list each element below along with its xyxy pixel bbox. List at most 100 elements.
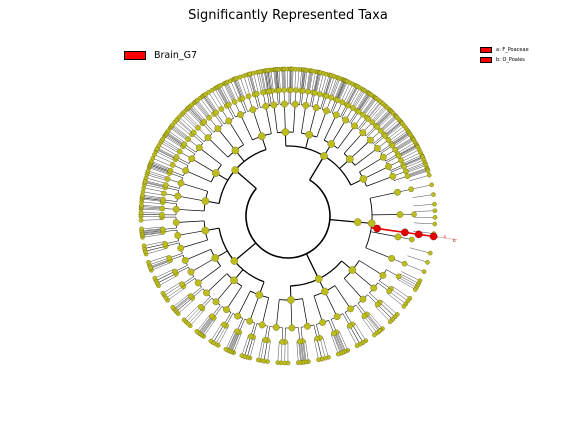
branch-line (381, 300, 398, 315)
branch-line (144, 181, 166, 187)
branch-line (280, 341, 283, 363)
taxon-node (231, 166, 239, 174)
branch-line (188, 107, 204, 124)
taxon-node (312, 90, 318, 96)
branch-line (367, 101, 381, 119)
branch-line (373, 107, 388, 124)
branch-line (325, 75, 332, 96)
branch-line (141, 206, 163, 209)
taxon-node (164, 176, 171, 182)
branch-line (395, 140, 415, 152)
branch-line (407, 167, 428, 176)
taxon-node (245, 93, 252, 100)
branch-line (302, 341, 306, 363)
branch-line (308, 70, 313, 92)
branch-line (273, 104, 278, 133)
branch-line (196, 100, 210, 118)
branch-line (316, 110, 327, 138)
branch-line (362, 97, 376, 115)
taxon-node (359, 175, 368, 183)
branch-line (299, 341, 302, 363)
branch-line (337, 81, 347, 101)
taxon-node (146, 259, 151, 265)
branch-line (237, 290, 251, 317)
branch-line (168, 130, 186, 144)
taxon-node (172, 268, 178, 275)
branch-line (395, 139, 414, 151)
branch-line (333, 333, 342, 354)
branch-line (146, 174, 168, 181)
branch-line (180, 182, 208, 192)
branch-line (334, 285, 351, 310)
branch-line (352, 324, 364, 343)
taxon-node (162, 241, 168, 247)
taxon-node (276, 87, 282, 94)
branch-line (349, 325, 361, 345)
taxon-node (262, 337, 268, 343)
branch-line (183, 304, 200, 321)
taxon-node (291, 100, 299, 108)
branch-line (309, 155, 325, 181)
branch-line (200, 97, 213, 116)
branch-line (198, 315, 212, 333)
taxon-node (218, 106, 225, 112)
branch-line (345, 85, 356, 105)
branch-line (270, 69, 274, 91)
taxon-node (201, 197, 210, 205)
branch-line (325, 75, 333, 96)
branch-line (231, 332, 241, 352)
taxon-node (389, 172, 397, 180)
branch-line (379, 115, 396, 130)
clade-legend-row: b: O_Poales (480, 55, 529, 65)
branch-line (306, 70, 310, 92)
branch-line (241, 335, 249, 356)
branch-line (330, 334, 339, 355)
branch-line (215, 280, 235, 303)
branch-line (185, 306, 201, 323)
taxon-node (379, 153, 387, 161)
branch-line (315, 72, 321, 94)
branch-line (368, 312, 383, 329)
branch-line (334, 332, 343, 353)
branch-line (190, 105, 205, 122)
branch-line (282, 69, 284, 91)
branch-line (260, 71, 265, 93)
taxon-node (159, 226, 166, 233)
branch-line (142, 194, 164, 199)
branch-line (253, 73, 259, 94)
branch-line (359, 156, 384, 173)
branch-line (330, 119, 346, 145)
branch-line (141, 230, 163, 233)
taxon-node (177, 244, 185, 252)
taxon-node (279, 339, 285, 345)
branch-line (267, 70, 272, 92)
branch-line (316, 338, 323, 360)
branch-line (351, 89, 363, 108)
branch-line (403, 156, 423, 166)
taxon-node (374, 301, 381, 308)
branch-line (307, 70, 311, 92)
taxon-node (182, 167, 190, 174)
branch-line (144, 182, 166, 188)
branch-line (352, 89, 364, 109)
branch-line (145, 248, 167, 255)
branch-line (404, 159, 424, 169)
branch-line (204, 94, 217, 113)
branch-line (150, 162, 171, 171)
taxon-node (339, 99, 346, 106)
taxon-node (163, 295, 169, 301)
taxon-node (300, 88, 306, 94)
branch-line (366, 176, 393, 187)
branch-line (283, 69, 285, 91)
branch-line (197, 265, 221, 284)
branch-line (215, 325, 227, 345)
branch-line (149, 257, 170, 266)
branch-line (191, 104, 206, 121)
branch-line (155, 271, 175, 281)
branch-line (386, 123, 403, 138)
clade-legend-swatch (480, 47, 492, 53)
taxon-node (421, 269, 427, 274)
branch-line (196, 314, 211, 332)
branch-line (142, 196, 164, 200)
branch-line (374, 109, 390, 125)
